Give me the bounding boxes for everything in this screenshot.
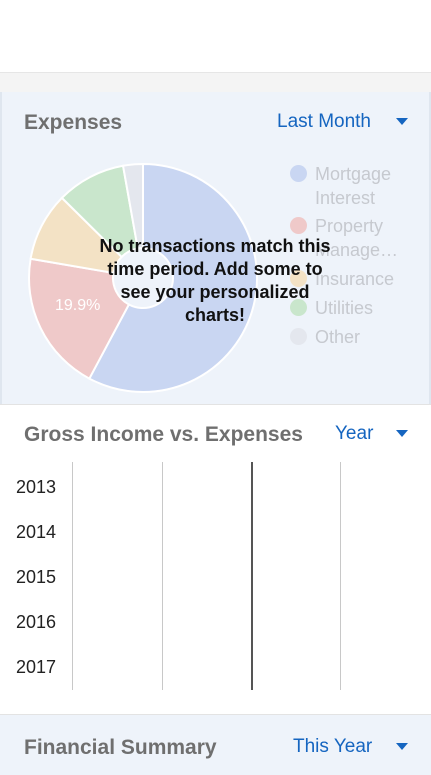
- legend-item: Utilities: [290, 296, 425, 320]
- legend-swatch: [290, 270, 307, 287]
- grid-line: [162, 462, 163, 690]
- pie-slice-property-manage: [28, 257, 131, 380]
- chevron-down-icon[interactable]: [396, 118, 408, 125]
- expenses-title: Expenses: [24, 111, 123, 134]
- legend-label: Property Manage…: [315, 216, 399, 260]
- empty-state-message: No transactions match this time period. …: [99, 236, 331, 325]
- income-period-selector[interactable]: Year: [335, 423, 374, 444]
- legend-swatch: [290, 328, 307, 345]
- pie-slice-other: [121, 162, 144, 250]
- year-label: 2015: [16, 567, 57, 587]
- legend-item: Property Manage…: [290, 214, 425, 262]
- chevron-down-icon[interactable]: [396, 430, 408, 437]
- grid-line: [340, 462, 341, 690]
- legend-label: Other: [315, 327, 361, 347]
- grid-line: [72, 462, 73, 690]
- legend-item: Insurance: [290, 267, 425, 291]
- legend-swatch: [290, 299, 307, 316]
- expenses-period-selector[interactable]: Last Month: [277, 111, 371, 132]
- pie-slice-mortgage-interest: [87, 162, 258, 393]
- legend-swatch: [290, 217, 307, 234]
- year-label: 2013: [16, 477, 57, 497]
- income-title: Gross Income vs. Expenses: [24, 423, 303, 446]
- year-label: 2017: [16, 657, 57, 677]
- income-card: [0, 404, 431, 711]
- legend-label: Insurance: [315, 269, 395, 289]
- summary-period-selector[interactable]: This Year: [293, 736, 373, 757]
- legend-item: Other: [290, 325, 425, 349]
- summary-card: [0, 714, 431, 775]
- legend-item: Mortgage Interest: [290, 162, 425, 210]
- year-label: 2016: [16, 612, 57, 632]
- section-divider: [0, 72, 431, 93]
- summary-title: Financial Summary: [24, 736, 217, 759]
- expenses-pie-chart: [28, 162, 258, 393]
- top-blank-area: [0, 0, 431, 72]
- year-label: 2014: [16, 522, 57, 542]
- legend-swatch: [290, 165, 307, 182]
- legend-label: Utilities: [315, 298, 374, 318]
- legend-label: Mortgage Interest: [315, 164, 392, 208]
- chevron-down-icon[interactable]: [396, 743, 408, 750]
- pie-slice-label: 19.9%: [55, 297, 101, 314]
- zero-line: [251, 462, 253, 690]
